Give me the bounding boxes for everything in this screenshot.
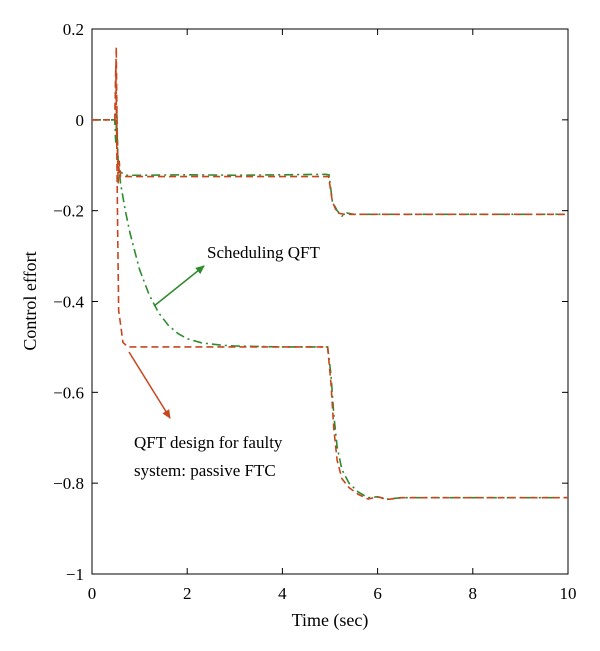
y-tick-label: 0	[76, 111, 85, 130]
annotation-passive-ftc-line1: QFT design for faulty	[134, 433, 283, 452]
y-axis-label: Control effort	[20, 251, 40, 350]
x-tick-label: 0	[88, 584, 97, 603]
y-tick-label: −0.6	[53, 383, 84, 402]
annotation-passive-ftc-line2: system: passive FTC	[134, 461, 276, 480]
y-tick-label: −0.2	[53, 202, 84, 221]
x-tick-label: 6	[373, 584, 382, 603]
arrow-passive-ftc	[128, 351, 171, 419]
x-axis-label: Time (sec)	[292, 610, 369, 631]
x-tick-label: 4	[278, 584, 287, 603]
arrow-scheduling-qft	[153, 265, 205, 307]
series-line-1-1	[92, 65, 568, 501]
annotations: Scheduling QFT QFT design for faulty sys…	[128, 243, 320, 480]
series-layer	[92, 47, 568, 501]
y-tick-label: 0.2	[63, 20, 84, 39]
x-tick-label: 8	[469, 584, 478, 603]
axis-ticks: 0 2 4 6 8 10 0.2 0 −0.2 −0.4 −0.6 −0.8 −1	[53, 20, 576, 603]
series-line-0-0	[92, 110, 568, 218]
series-line-0-1	[92, 119, 568, 500]
x-tick-label: 10	[560, 584, 577, 603]
y-tick-label: −0.4	[53, 293, 84, 312]
y-tick-label: −0.8	[53, 474, 84, 493]
series-line-1-0	[92, 47, 568, 216]
x-tick-label: 2	[183, 584, 192, 603]
plot-frame	[91, 28, 569, 575]
annotation-scheduling-qft: Scheduling QFT	[207, 243, 320, 262]
y-tick-label: −1	[66, 565, 84, 584]
